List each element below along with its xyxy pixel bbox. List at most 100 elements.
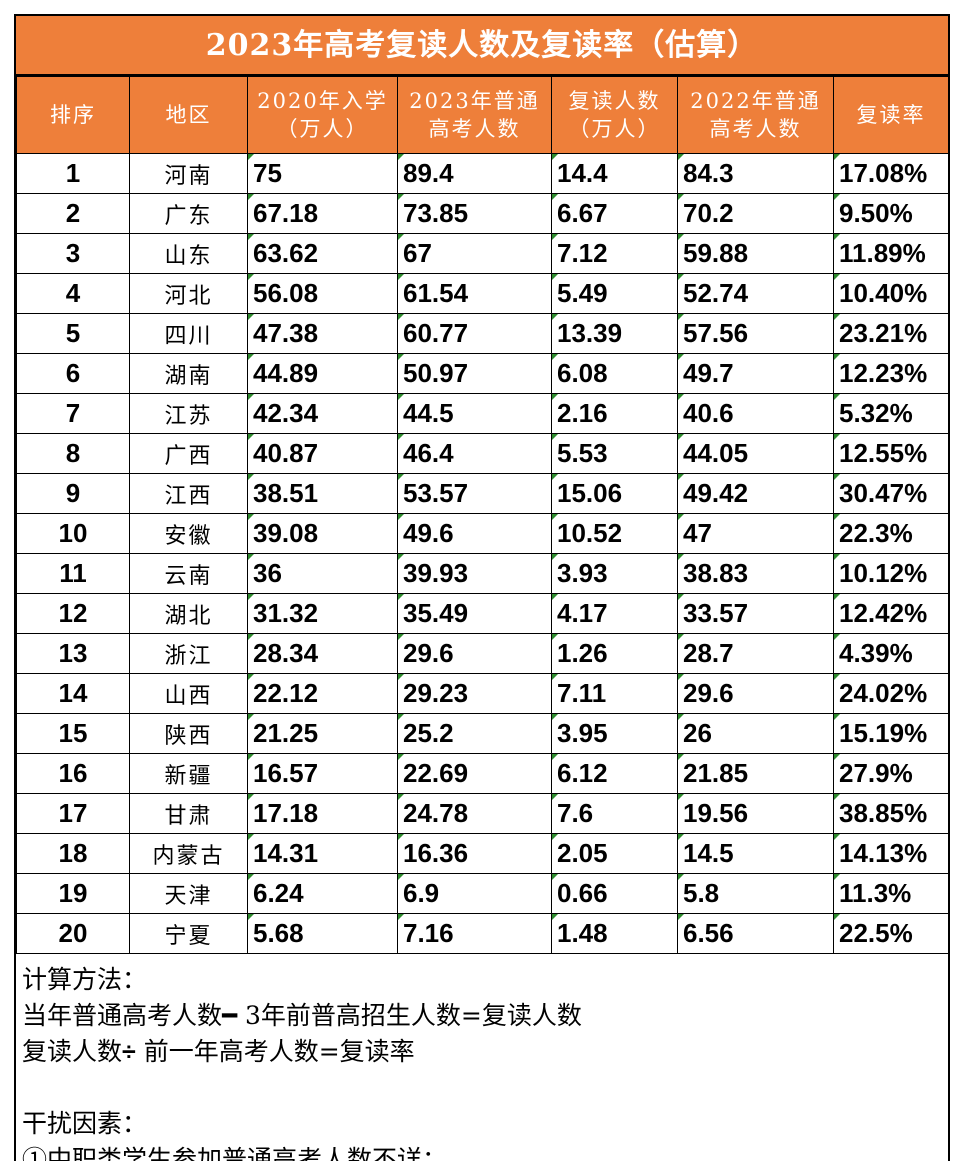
- cell-repeat-rate: 15.19%: [833, 713, 948, 754]
- cell-region: 广西: [129, 433, 248, 474]
- cell-exam-2022: 6.56: [677, 913, 834, 954]
- cell-rank: 18: [16, 833, 130, 874]
- cell-enroll-2020: 42.34: [247, 393, 398, 434]
- cell-enroll-2020: 75: [247, 153, 398, 194]
- cell-exam-2022: 26: [677, 713, 834, 754]
- cell-repeat-rate: 23.21%: [833, 313, 948, 354]
- cell-enroll-2020: 5.68: [247, 913, 398, 954]
- cell-repeat-count: 5.49: [551, 273, 678, 314]
- cell-rank: 15: [16, 713, 130, 754]
- cell-exam-2023: 53.57: [397, 473, 552, 514]
- header-line-2: （万人）: [568, 117, 661, 141]
- cell-enroll-2020: 63.62: [247, 233, 398, 274]
- header-line-2: （万人）: [276, 117, 369, 141]
- cell-repeat-count: 13.39: [551, 313, 678, 354]
- cell-rank: 12: [16, 593, 130, 634]
- cell-region: 江苏: [129, 393, 248, 434]
- cell-region: 天津: [129, 873, 248, 914]
- cell-region: 宁夏: [129, 913, 248, 954]
- header-repeat-count: 复读人数 （万人）: [551, 76, 678, 154]
- cell-exam-2022: 19.56: [677, 793, 834, 834]
- cell-repeat-rate: 4.39%: [833, 633, 948, 674]
- header-row: 排序 地区 2020年入学 （万人） 2023年普通 高考人数 复读人数 （万人） 2022年普…: [16, 76, 948, 154]
- cell-repeat-count: 3.93: [551, 553, 678, 594]
- table-row: 2 广东 67.18 73.85 6.67 70.2 9.50%: [16, 193, 948, 234]
- cell-exam-2023: 46.4: [397, 433, 552, 474]
- table-row: 14 山西 22.12 29.23 7.11 29.6 24.02%: [16, 673, 948, 714]
- cell-rank: 3: [16, 233, 130, 274]
- cell-exam-2023: 29.23: [397, 673, 552, 714]
- cell-exam-2022: 52.74: [677, 273, 834, 314]
- cell-enroll-2020: 17.18: [247, 793, 398, 834]
- cell-exam-2022: 5.8: [677, 873, 834, 914]
- formula-line-1: 当年普通高考人数━ 3年前普高招生人数=复读人数: [22, 998, 948, 1034]
- cell-exam-2023: 7.16: [397, 913, 552, 954]
- factors-title: 干扰因素：: [22, 1109, 148, 1138]
- cell-exam-2022: 29.6: [677, 673, 834, 714]
- cell-exam-2023: 60.77: [397, 313, 552, 354]
- cell-exam-2023: 6.9: [397, 873, 552, 914]
- spreadsheet: 2023年高考复读人数及复读率（估算） 排序 地区 2020年入学 （万人） 2023年…: [14, 14, 950, 1161]
- cell-enroll-2020: 16.57: [247, 753, 398, 794]
- header-repeat-rate: 复读率: [833, 76, 948, 154]
- table-row: 11 云南 36 39.93 3.93 38.83 10.12%: [16, 553, 948, 594]
- header-region: 地区: [129, 76, 248, 154]
- table-row: 12 湖北 31.32 35.49 4.17 33.57 12.42%: [16, 593, 948, 634]
- cell-enroll-2020: 14.31: [247, 833, 398, 874]
- cell-exam-2023: 73.85: [397, 193, 552, 234]
- cell-region: 河北: [129, 273, 248, 314]
- cell-enroll-2020: 56.08: [247, 273, 398, 314]
- cell-repeat-rate: 17.08%: [833, 153, 948, 194]
- cell-rank: 4: [16, 273, 130, 314]
- table-title: 2023年高考复读人数及复读率（估算）: [16, 16, 948, 76]
- cell-repeat-count: 0.66: [551, 873, 678, 914]
- cell-exam-2023: 50.97: [397, 353, 552, 394]
- header-line-1: 复读人数: [568, 89, 661, 113]
- cell-repeat-rate: 12.42%: [833, 593, 948, 634]
- factor-1: ①中职类学生参加普通高考人数不详；: [22, 1145, 448, 1161]
- cell-repeat-count: 3.95: [551, 713, 678, 754]
- cell-rank: 10: [16, 513, 130, 554]
- cell-enroll-2020: 38.51: [247, 473, 398, 514]
- cell-rank: 11: [16, 553, 130, 594]
- table-row: 16 新疆 16.57 22.69 6.12 21.85 27.9%: [16, 753, 948, 794]
- header-line-2: 高考人数: [709, 117, 802, 141]
- header-line-1: 地区: [165, 103, 212, 127]
- cell-rank: 5: [16, 313, 130, 354]
- formula-1-right: 3年前普高招生人数=复读人数: [237, 1001, 582, 1030]
- cell-repeat-count: 15.06: [551, 473, 678, 514]
- cell-region: 河南: [129, 153, 248, 194]
- header-line-1: 排序: [50, 103, 96, 127]
- table-row: 6 湖南 44.89 50.97 6.08 49.7 12.23%: [16, 353, 948, 394]
- formula-line-2: 复读人数÷ 前一年高考人数=复读率: [22, 1034, 948, 1070]
- cell-enroll-2020: 22.12: [247, 673, 398, 714]
- cell-repeat-rate: 11.3%: [833, 873, 948, 914]
- cell-exam-2023: 44.5: [397, 393, 552, 434]
- table-body: 1 河南 75 89.4 14.4 84.3 17.08% 2 广东 67.18 73.85 6.67…: [16, 153, 948, 954]
- cell-exam-2023: 24.78: [397, 793, 552, 834]
- cell-exam-2023: 29.6: [397, 633, 552, 674]
- cell-exam-2022: 84.3: [677, 153, 834, 194]
- cell-rank: 13: [16, 633, 130, 674]
- cell-repeat-count: 1.48: [551, 913, 678, 954]
- cell-enroll-2020: 21.25: [247, 713, 398, 754]
- cell-region: 四川: [129, 313, 248, 354]
- cell-repeat-rate: 24.02%: [833, 673, 948, 714]
- cell-repeat-count: 7.11: [551, 673, 678, 714]
- cell-exam-2023: 39.93: [397, 553, 552, 594]
- cell-repeat-rate: 27.9%: [833, 753, 948, 794]
- cell-repeat-rate: 10.40%: [833, 273, 948, 314]
- table-row: 3 山东 63.62 67 7.12 59.88 11.89%: [16, 233, 948, 274]
- cell-enroll-2020: 31.32: [247, 593, 398, 634]
- cell-repeat-count: 6.67: [551, 193, 678, 234]
- cell-exam-2023: 89.4: [397, 153, 552, 194]
- cell-exam-2023: 35.49: [397, 593, 552, 634]
- cell-repeat-count: 5.53: [551, 433, 678, 474]
- cell-exam-2022: 49.7: [677, 353, 834, 394]
- cell-rank: 7: [16, 393, 130, 434]
- cell-rank: 17: [16, 793, 130, 834]
- cell-exam-2023: 67: [397, 233, 552, 274]
- formula-2-left: 复读人数: [22, 1037, 123, 1066]
- header-line-1: 2022年普通: [690, 89, 821, 113]
- cell-repeat-rate: 14.13%: [833, 833, 948, 874]
